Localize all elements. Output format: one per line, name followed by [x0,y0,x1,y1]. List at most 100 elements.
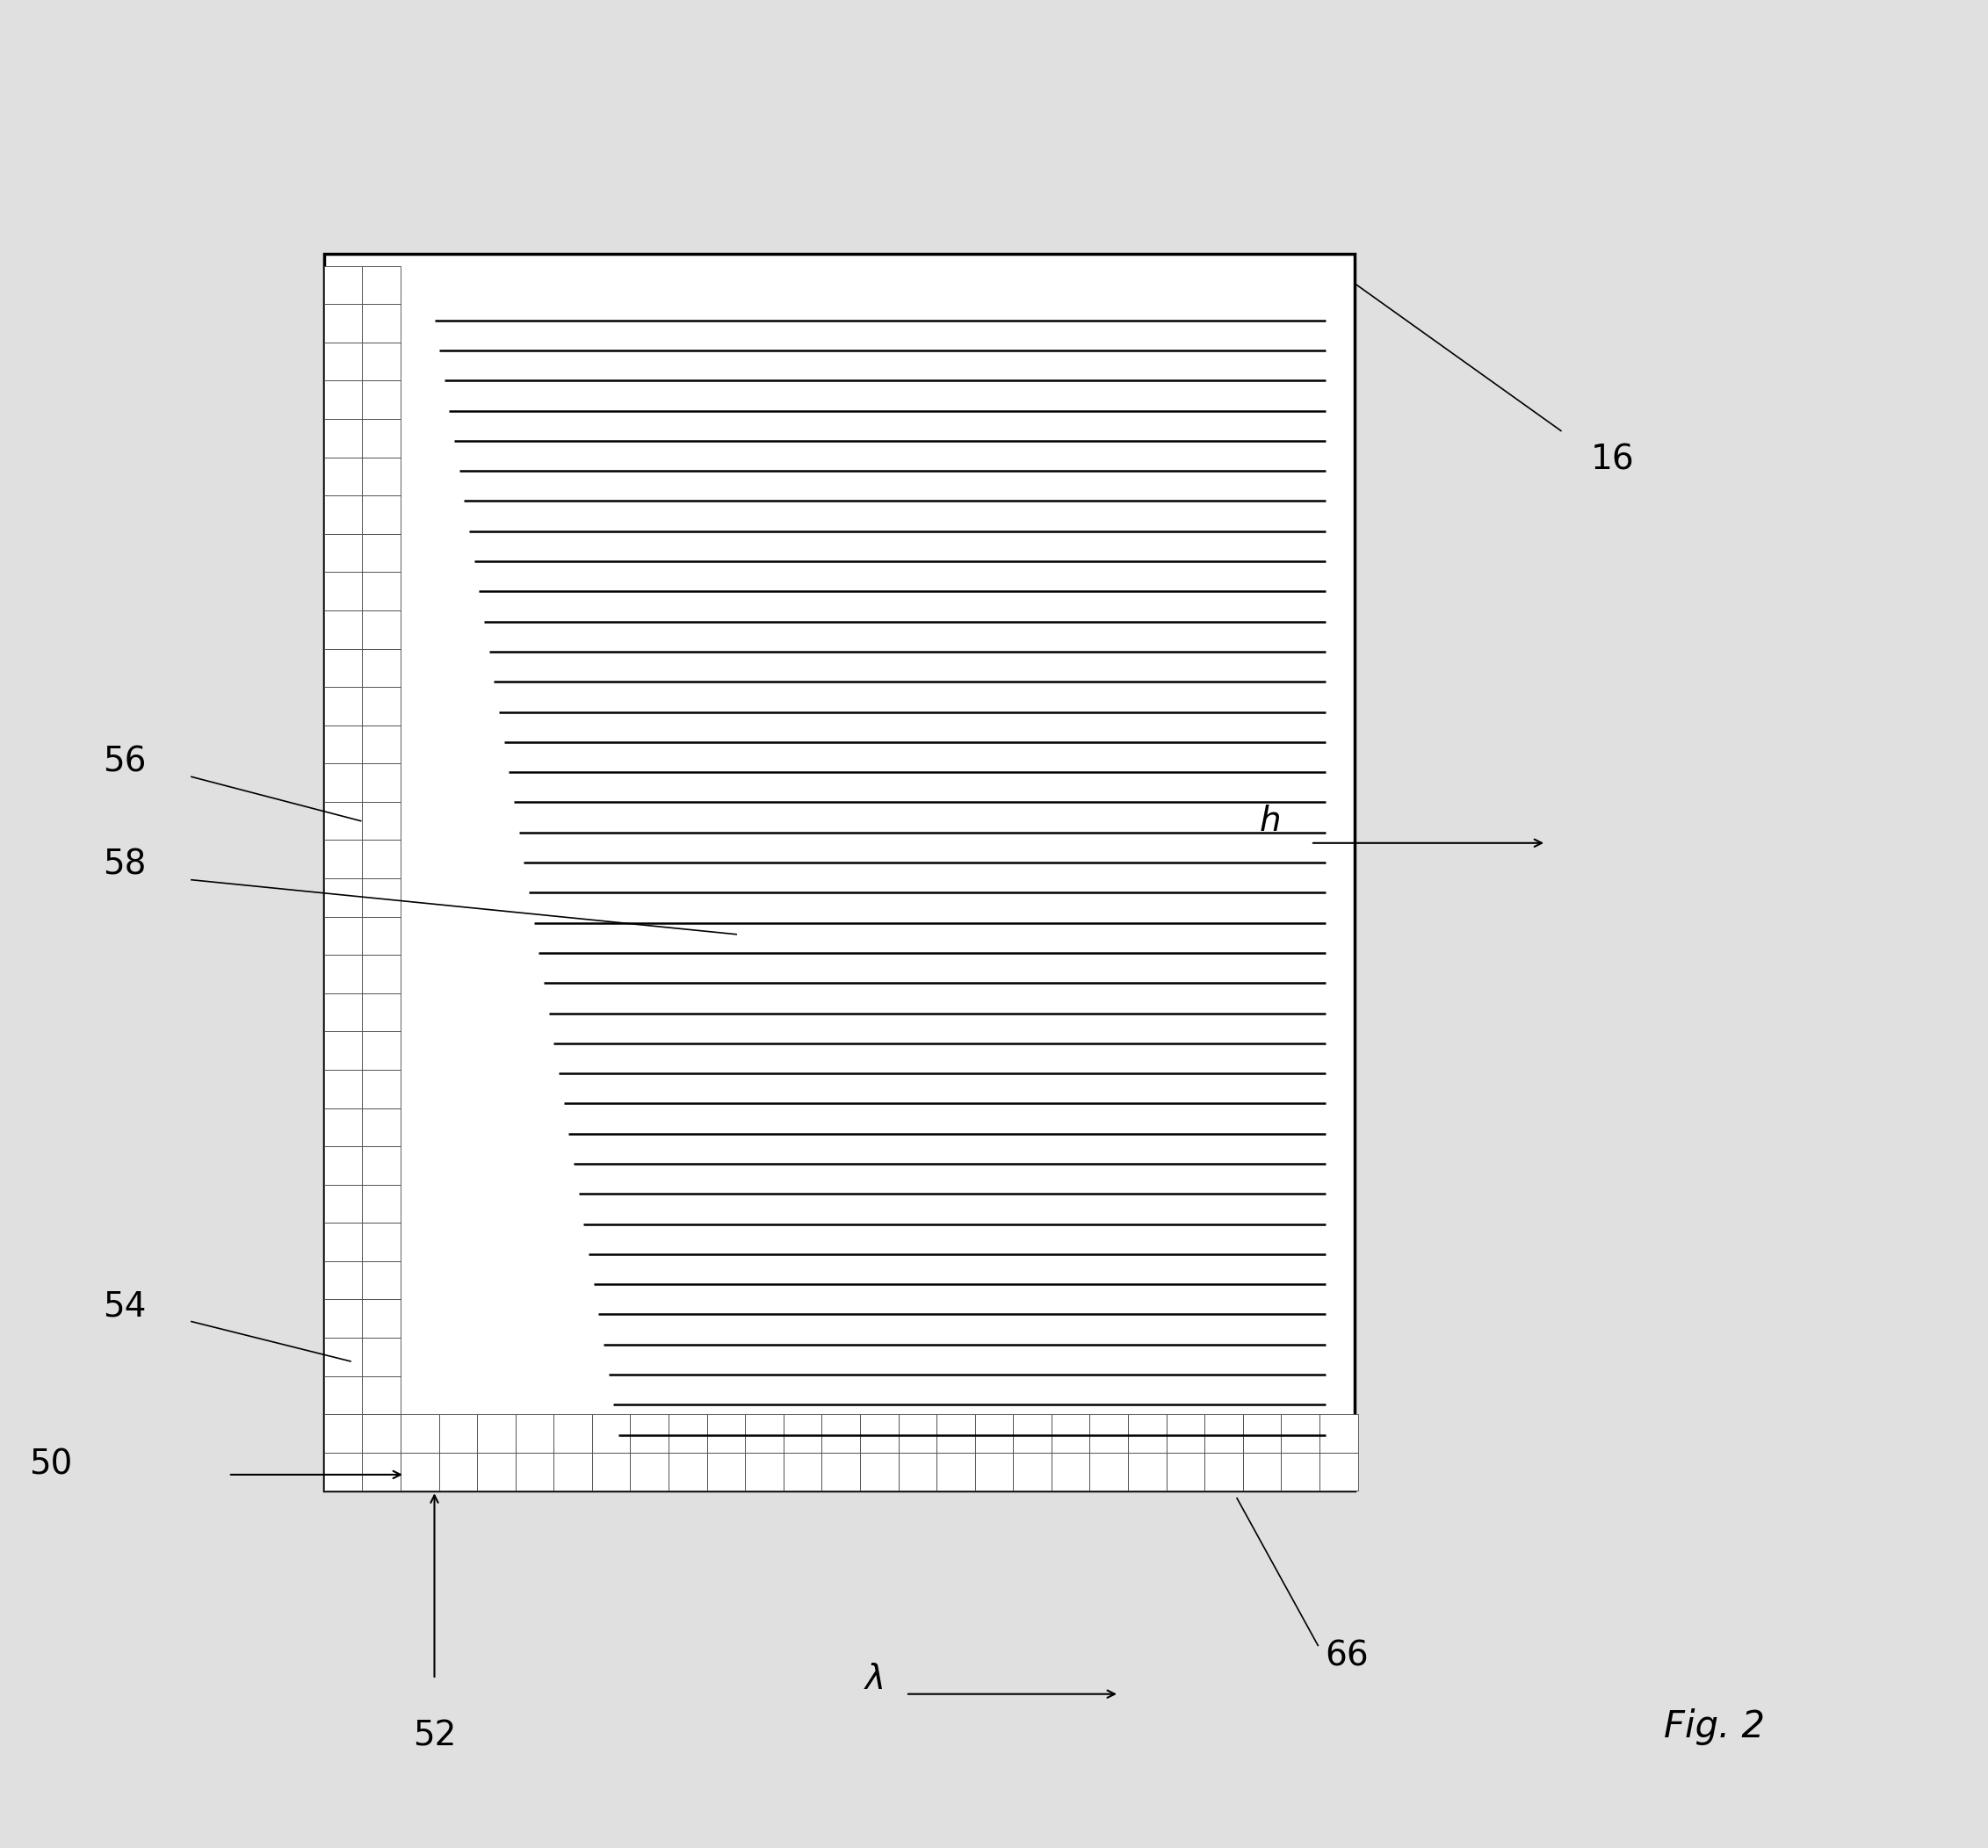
Bar [1280,1453,1320,1491]
Bar [324,253,1354,1491]
Bar [1167,1414,1205,1453]
Bar [324,1109,362,1146]
Bar [324,534,362,573]
Bar [362,992,400,1031]
Bar [324,1414,362,1453]
Bar [324,724,362,763]
Bar [362,266,400,305]
Bar [477,1414,515,1453]
Bar [821,1414,861,1453]
Bar [324,305,362,342]
Text: 54: 54 [103,1290,147,1323]
Bar [324,1338,362,1377]
Bar [708,1414,746,1453]
Bar [324,573,362,610]
Bar [1052,1453,1089,1491]
Bar [1052,1414,1089,1453]
Bar [324,495,362,534]
Bar [324,917,362,955]
Text: 58: 58 [103,848,147,881]
Bar [783,1414,821,1453]
Bar [861,1414,899,1453]
Bar [324,1146,362,1185]
Bar [746,1414,783,1453]
Bar [324,763,362,802]
Bar [324,381,362,419]
Bar [362,1031,400,1070]
Bar [899,1414,936,1453]
Bar [362,1453,400,1491]
Bar [324,342,362,381]
Bar [324,610,362,649]
Bar [362,1338,400,1377]
Bar [899,1453,936,1491]
Bar [439,1453,477,1491]
Bar [362,1453,400,1491]
Bar [362,1260,400,1299]
Bar [362,1146,400,1185]
Bar [362,342,400,381]
Text: 56: 56 [103,745,147,778]
Bar [324,687,362,724]
Bar [362,419,400,456]
Bar [1242,1414,1280,1453]
Bar [821,1453,861,1491]
Bar [439,1414,477,1453]
Bar [362,495,400,534]
Bar [362,1109,400,1146]
Bar [1280,1414,1320,1453]
Bar [861,1453,899,1491]
Bar [324,1185,362,1223]
Bar [746,1453,783,1491]
Bar [324,266,362,305]
Bar [1242,1453,1280,1491]
Bar [936,1453,974,1491]
Bar [362,1377,400,1414]
Text: h: h [1260,804,1280,837]
Bar [1089,1414,1127,1453]
Text: 16: 16 [1590,444,1634,477]
Bar [324,841,362,878]
Bar [324,1453,362,1491]
Bar [1014,1453,1052,1491]
Text: 52: 52 [414,1719,455,1752]
Bar [324,878,362,917]
Bar [515,1453,555,1491]
Bar [324,1453,362,1491]
Bar [362,1223,400,1260]
Bar [324,649,362,687]
Bar [592,1453,630,1491]
Bar [974,1453,1014,1491]
Bar [324,419,362,456]
Bar [362,1299,400,1338]
Bar [362,305,400,342]
Bar [362,724,400,763]
Bar [362,1070,400,1109]
Bar [362,841,400,878]
Bar [708,1453,746,1491]
Bar [477,1453,515,1491]
Bar [555,1414,592,1453]
Bar [362,802,400,841]
Bar [324,1414,362,1453]
Bar [362,878,400,917]
Text: $\lambda$: $\lambda$ [863,1663,883,1696]
Bar [362,917,400,955]
Text: 50: 50 [30,1447,74,1480]
Bar [1127,1414,1167,1453]
Text: 66: 66 [1326,1639,1370,1672]
Bar [362,763,400,802]
Bar [324,992,362,1031]
Bar [555,1453,592,1491]
Bar [1205,1414,1242,1453]
Bar [668,1453,708,1491]
Bar [1320,1453,1358,1491]
Bar [324,1223,362,1260]
Bar [515,1414,555,1453]
Bar [362,610,400,649]
Bar [974,1414,1014,1453]
Bar [362,381,400,419]
Bar [362,573,400,610]
Bar [1205,1453,1242,1491]
Bar [630,1414,668,1453]
